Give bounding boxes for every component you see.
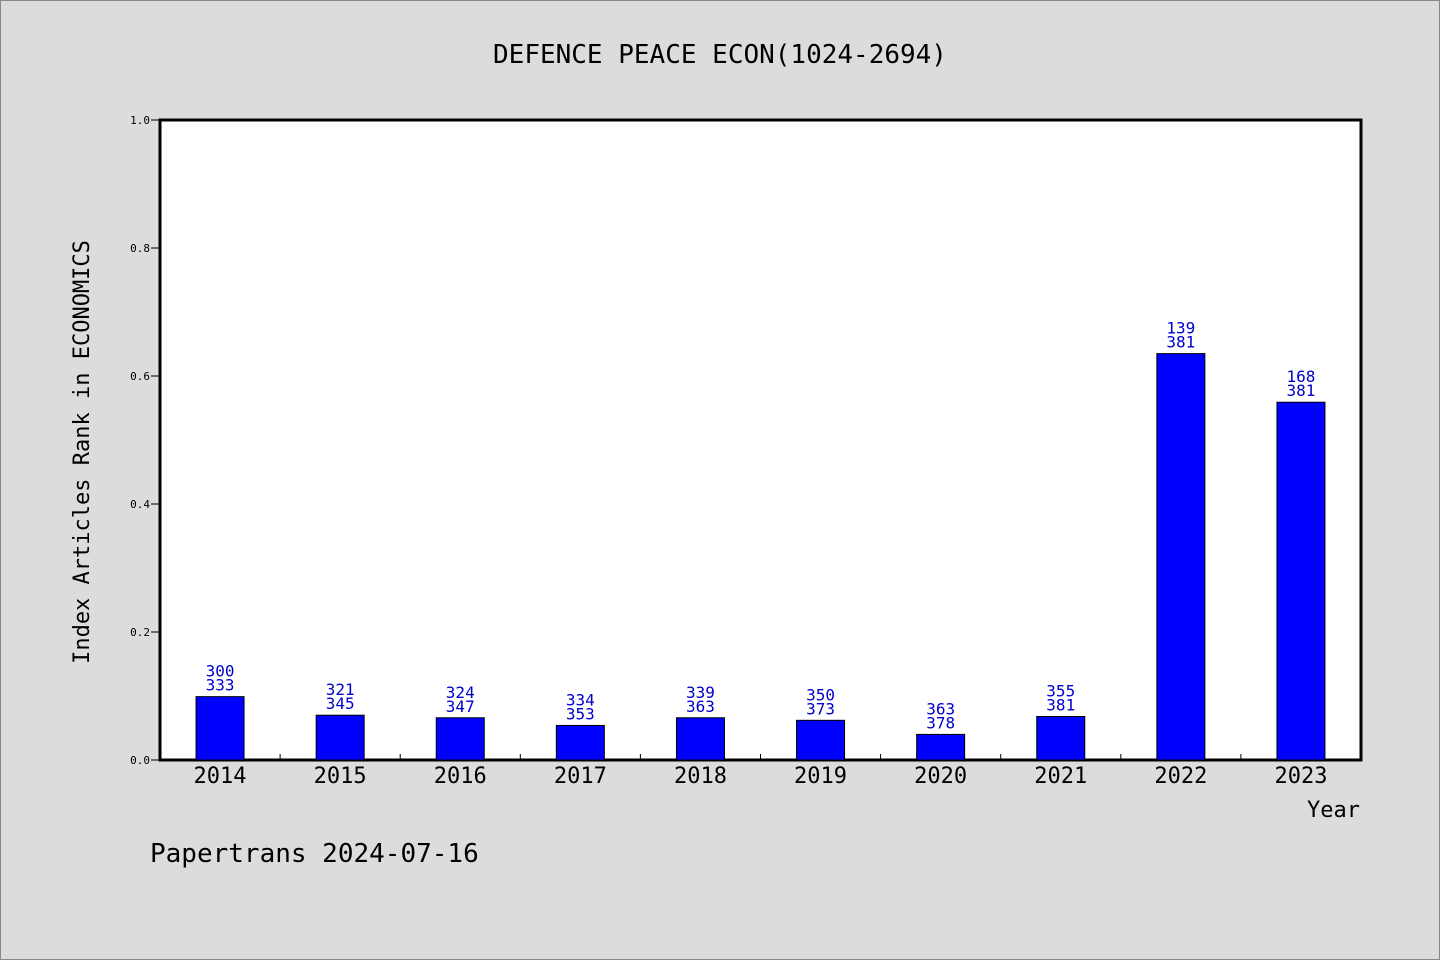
x-tick-label: 2014 [194,764,247,789]
data-label-bottom: 363 [686,697,715,716]
x-axis-label: Year [1307,798,1360,823]
data-label-top: 355 [1046,681,1075,700]
y-axis: 0.0 0.2 0.4 0.6 0.8 1.0 [130,114,159,767]
data-label-bottom: 333 [206,676,235,695]
bar [555,724,605,761]
data-label-bottom: 345 [326,694,355,713]
x-tick-label: 2023 [1274,764,1327,789]
data-label-top: 324 [446,683,475,702]
data-label-bottom: 381 [1046,695,1075,714]
x-axis: 2014 2015 2016 2017 2018 2019 2020 2021 2022 2023 [194,754,1327,789]
x-tick-label: 2016 [434,764,487,789]
y-tick-label: 0.8 [130,242,150,255]
y-tick-label: 0.2 [130,626,150,639]
x-tick-label: 2017 [554,764,607,789]
data-label-bottom: 381 [1166,333,1195,352]
bar [916,733,966,761]
data-label-bottom: 381 [1286,381,1315,400]
y-tick-label: 1.0 [130,114,150,127]
x-tick-label: 2021 [1034,764,1087,789]
data-label-top: 334 [566,690,595,709]
x-tick-label: 2015 [314,764,367,789]
x-tick-label: 2019 [794,764,847,789]
footer-credit: Papertrans 2024-07-16 [150,839,479,869]
bar [1156,353,1206,761]
bar [796,719,846,761]
data-label-top: 168 [1286,367,1315,386]
bar [1036,715,1086,761]
bar [435,717,485,761]
data-label-top: 350 [806,685,835,704]
data-label-bottom: 353 [566,704,595,723]
x-tick-label: 2018 [674,764,727,789]
bar-series [195,353,1326,761]
data-label-top: 363 [926,699,955,718]
bar [195,696,245,761]
bar [315,714,365,761]
data-label-top: 300 [206,662,235,681]
data-label-top: 139 [1166,319,1195,338]
chart-title: DEFENCE PEACE ECON(1024-2694) [493,40,947,70]
y-tick-label: 0.6 [130,370,150,383]
data-label-bottom: 347 [446,697,475,716]
data-label-bottom: 373 [806,699,835,718]
bar [675,717,725,761]
data-label-bottom: 378 [926,713,955,732]
x-tick-label: 2020 [914,764,967,789]
bar [1276,401,1326,761]
x-tick-label: 2022 [1154,764,1207,789]
y-axis-label: Index Articles Rank in ECONOMICS [70,240,95,664]
y-tick-label: 0.0 [130,754,150,767]
data-label-top: 321 [326,680,355,699]
data-label-top: 339 [686,683,715,702]
y-tick-label: 0.4 [130,498,150,511]
